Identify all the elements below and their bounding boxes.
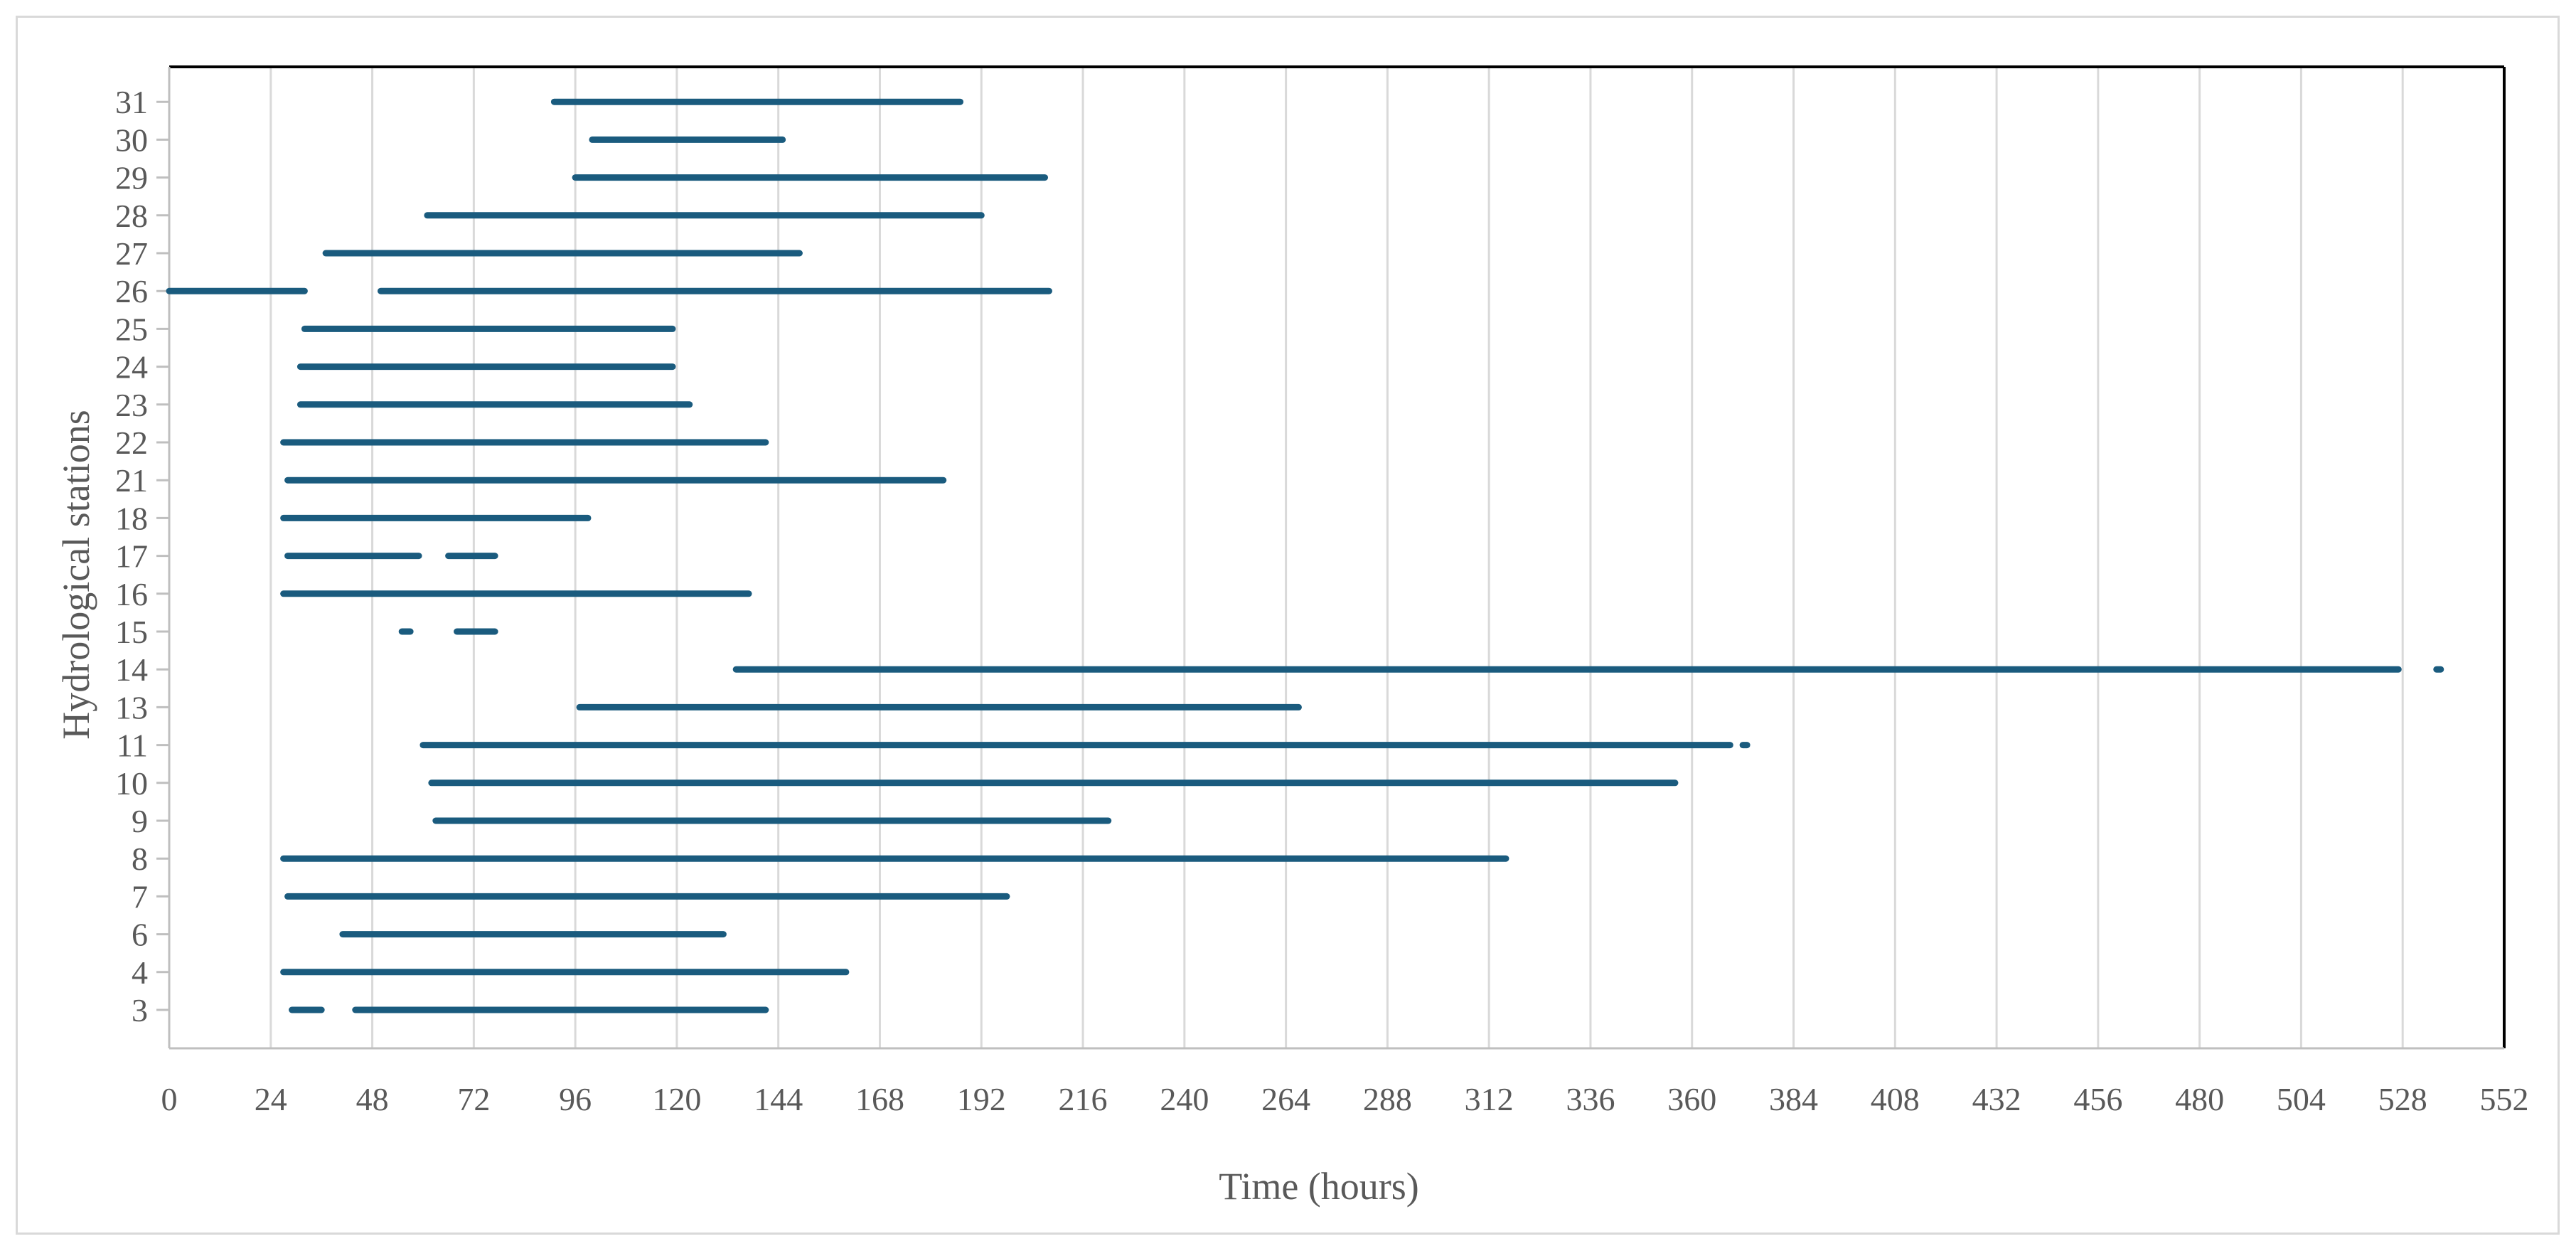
y-tick-label: 23 — [115, 387, 148, 423]
chart-frame: 0 24 48 72 96 120 144 168 192 216 240 264 288 312 336 3… — [16, 16, 2560, 1235]
x-tick-label: 72 — [457, 1081, 490, 1117]
x-tick-label: 288 — [1363, 1081, 1412, 1117]
timeline-chart: 0 24 48 72 96 120 144 168 192 216 240 264 288 312 336 3… — [55, 65, 2529, 1208]
y-tick-label: 24 — [115, 349, 148, 385]
x-tick-label: 144 — [754, 1081, 803, 1117]
x-tick-label: 456 — [2073, 1081, 2122, 1117]
x-tick-labels: 0 24 48 72 96 120 144 168 192 216 240 264 288 312 336 3… — [161, 1081, 2529, 1117]
x-tick-label: 432 — [1972, 1081, 2021, 1117]
x-tick-label: 192 — [957, 1081, 1006, 1117]
x-tick-label: 0 — [161, 1081, 178, 1117]
x-tick-label: 480 — [2175, 1081, 2224, 1117]
y-tick-labels: 3467891011131415161718212223242526272829… — [115, 84, 148, 1028]
x-tick-label: 216 — [1059, 1081, 1108, 1117]
x-tick-label: 504 — [2277, 1081, 2326, 1117]
y-tick-label: 29 — [115, 160, 148, 196]
x-tick-label: 528 — [2378, 1081, 2427, 1117]
x-tick-label: 336 — [1566, 1081, 1615, 1117]
y-tick-label: 9 — [132, 803, 148, 839]
x-tick-label: 408 — [1871, 1081, 1920, 1117]
x-tick-label: 240 — [1160, 1081, 1209, 1117]
y-tick-label: 8 — [132, 841, 148, 877]
x-tick-label: 24 — [255, 1081, 287, 1117]
x-tick-label: 360 — [1667, 1081, 1716, 1117]
y-tick-label: 7 — [132, 878, 148, 915]
x-tick-label: 96 — [559, 1081, 592, 1117]
y-tick-label: 16 — [115, 576, 148, 612]
y-axis-title: Hydrological stations — [55, 410, 97, 739]
x-axis-title: Time (hours) — [1219, 1165, 1419, 1208]
gridlines — [269, 67, 2404, 1048]
y-tick-label: 21 — [115, 462, 148, 499]
y-tick-label: 15 — [115, 614, 148, 650]
y-tick-label: 10 — [115, 765, 148, 802]
y-tick-label: 27 — [115, 235, 148, 272]
y-tick-label: 4 — [132, 954, 148, 991]
axes — [156, 65, 2506, 1050]
y-tick-label: 26 — [115, 273, 148, 309]
y-tick-label: 6 — [132, 917, 148, 953]
x-tick-label: 168 — [855, 1081, 904, 1117]
x-tick-label: 48 — [356, 1081, 389, 1117]
x-tick-label: 120 — [652, 1081, 701, 1117]
y-tick-label: 18 — [115, 500, 148, 536]
y-tick-label: 11 — [117, 728, 148, 764]
x-tick-label: 552 — [2480, 1081, 2529, 1117]
interval-bars — [166, 98, 2444, 1013]
x-tick-label: 264 — [1261, 1081, 1310, 1117]
y-tick-label: 25 — [115, 311, 148, 347]
y-tick-label: 30 — [115, 122, 148, 158]
x-tick-label: 384 — [1769, 1081, 1818, 1117]
x-tick-label: 312 — [1465, 1081, 1514, 1117]
y-tick-label: 13 — [115, 689, 148, 725]
y-tick-label: 3 — [132, 992, 148, 1028]
y-tick-label: 28 — [115, 198, 148, 234]
y-tick-label: 14 — [115, 651, 148, 688]
y-tick-label: 17 — [115, 538, 148, 575]
y-tick-label: 31 — [115, 84, 148, 120]
y-tick-label: 22 — [115, 425, 148, 461]
